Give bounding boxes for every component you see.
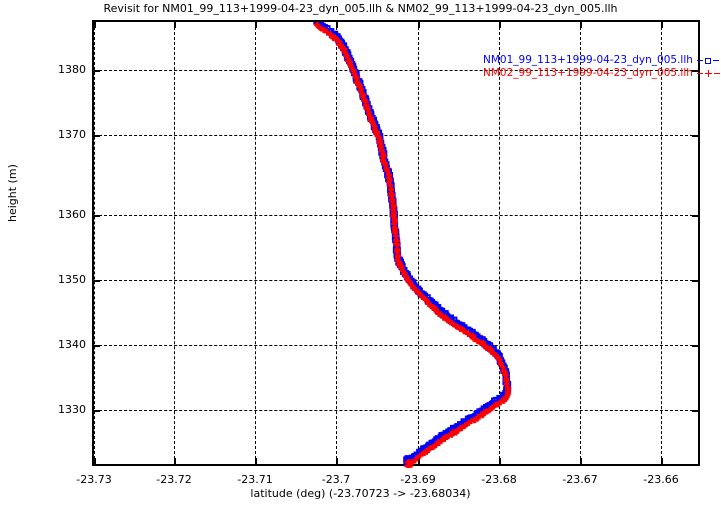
x-tick [661,21,663,28]
gridline-horizontal [94,345,698,346]
y-tick-label: 1340 [58,338,86,351]
y-tick-label: 1350 [58,273,86,286]
x-tick [499,458,501,465]
x-tick [336,21,338,28]
series-nm02 [313,22,512,468]
x-tick [174,458,176,465]
y-tick [93,215,100,217]
y-tick [93,135,100,137]
y-tick [692,280,699,282]
gridline-horizontal [94,280,698,281]
x-tick [418,21,420,28]
gridline-vertical [94,22,95,464]
gridline-vertical [418,22,419,464]
x-axis-title: latitude (deg) (-23.70723 -> -23.68034) [250,487,471,500]
gridline-vertical [255,22,256,464]
open-square-marker-icon [696,57,721,64]
x-tick-label: -23.7 [321,473,351,486]
series-nm01 [313,22,512,467]
legend-label: NM02_99_113+1999-04-23_dyn_005.llh [483,67,693,79]
x-tick-label: -23.67 [562,473,598,486]
x-tick-label: -23.73 [76,473,112,486]
x-tick [94,21,96,28]
plot-area: 1330 1340 1350 1360 1370 1380 -23.73 -23… [58,20,721,485]
plus-marker-icon [696,70,721,77]
x-tick [174,21,176,28]
x-tick [580,458,582,465]
gridline-vertical [580,22,581,464]
x-tick [661,458,663,465]
y-tick-label: 1360 [58,208,86,221]
legend-label: NM01_99_113+1999-04-23_dyn_005.llh [483,54,693,66]
legend: NM01_99_113+1999-04-23_dyn_005.llh NM02_… [483,54,721,80]
legend-entry-nm01: NM01_99_113+1999-04-23_dyn_005.llh [483,54,721,67]
y-tick [692,135,699,137]
gridline-horizontal [94,70,698,71]
x-tick-label: -23.72 [156,473,192,486]
y-tick [692,410,699,412]
gridline-vertical [336,22,337,464]
y-tick [692,215,699,217]
y-tick [692,345,699,347]
gridline-horizontal [94,410,698,411]
gridline-vertical [661,22,662,464]
y-tick [93,345,100,347]
x-tick [499,21,501,28]
x-tick [255,458,257,465]
y-tick-label: 1380 [58,63,86,76]
x-tick [94,458,96,465]
x-tick-label: -23.66 [643,473,679,486]
y-axis-title: height (m) [6,164,19,222]
y-tick [93,70,100,72]
x-tick-label: -23.71 [237,473,273,486]
data-series-layer [313,22,512,468]
x-tick [580,21,582,28]
y-tick [692,70,699,72]
gridline-vertical [174,22,175,464]
y-tick-label: 1370 [58,128,86,141]
gridline-vertical [499,22,500,464]
x-tick [418,458,420,465]
x-tick-label: -23.68 [481,473,517,486]
x-tick-label: -23.69 [400,473,436,486]
x-tick [336,458,338,465]
y-tick [93,410,100,412]
legend-entry-nm02: NM02_99_113+1999-04-23_dyn_005.llh [483,67,721,80]
y-tick [93,280,100,282]
page-title: Revisit for NM01_99_113+1999-04-23_dyn_0… [103,2,618,15]
gridline-horizontal [94,135,698,136]
y-tick-label: 1330 [58,403,86,416]
x-tick [255,21,257,28]
